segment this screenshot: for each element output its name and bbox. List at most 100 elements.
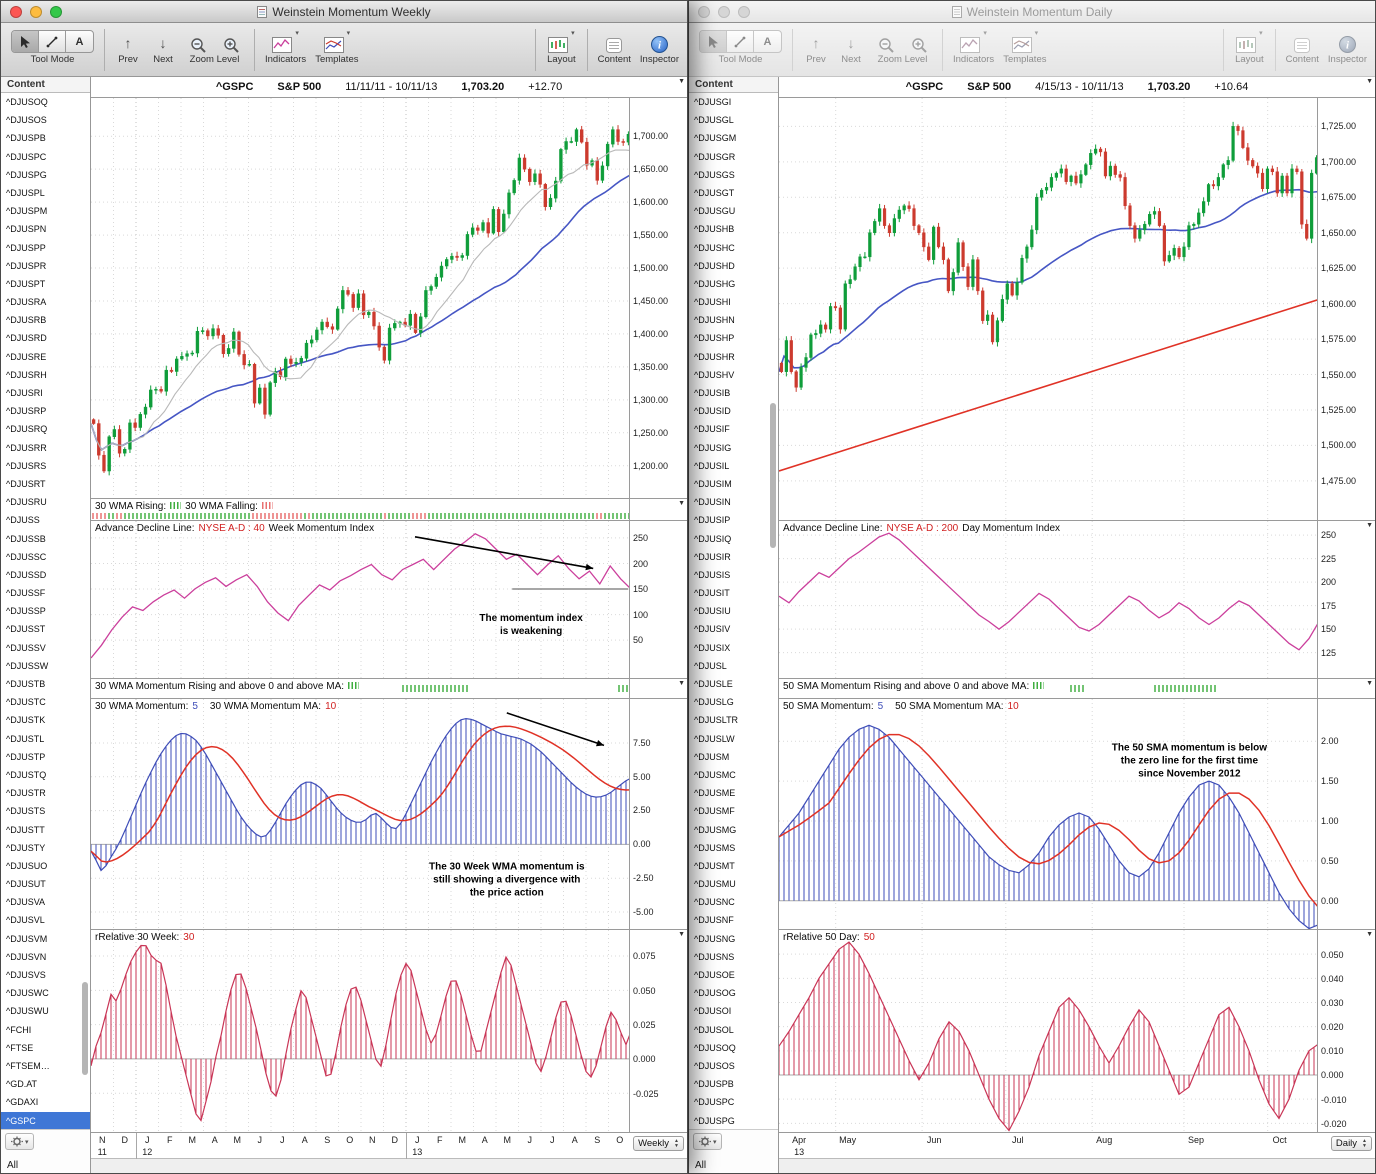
sidebar-scrollbar[interactable] (770, 93, 777, 1127)
next-button[interactable]: ↓ (838, 27, 864, 53)
sidebar-item[interactable]: ^GD.AT (6, 1079, 38, 1090)
sidebar-item[interactable]: ^DJUSMF (694, 806, 735, 817)
layout-button[interactable]: ▾ (546, 27, 577, 53)
content-button[interactable] (601, 27, 627, 53)
sidebar-item[interactable]: ^DJUSWC (6, 988, 49, 999)
sidebar-item[interactable]: ^DJUSRH (6, 369, 47, 380)
sidebar-item[interactable]: ^GSPC (1, 1111, 90, 1129)
sidebar-item[interactable]: ^DJUSRP (6, 406, 47, 417)
sidebar-item[interactable]: ^DJUSRD (6, 333, 47, 344)
sidebar-item[interactable]: ^DJUSTK (6, 715, 46, 726)
sidebar-item[interactable]: ^DJUSPG (694, 1115, 735, 1126)
sidebar-item[interactable]: ^DJUSIQ (694, 533, 732, 544)
sidebar-item[interactable]: ^DJUSPP (6, 242, 46, 253)
sidebar-item[interactable]: ^DJUSOG (694, 988, 736, 999)
sidebar-item[interactable]: ^DJUSOE (694, 970, 735, 980)
sidebar-item[interactable]: ^DJUSIX (694, 642, 731, 653)
sidebar-item[interactable]: ^DJUSME (694, 788, 736, 799)
sidebar-item[interactable]: ^DJUSLW (694, 733, 735, 744)
sidebar-item[interactable]: ^DJUSTY (6, 842, 46, 853)
sidebar-item[interactable]: ^DJUSVA (6, 897, 46, 908)
sidebar-item[interactable]: ^DJUSIP (694, 515, 731, 526)
sidebar-item[interactable]: ^DJUSGL (694, 115, 734, 126)
sidebar-item[interactable]: ^DJUSTL (6, 733, 45, 744)
sidebar-item[interactable]: ^DJUSWU (6, 1006, 49, 1017)
sidebar-item[interactable]: ^DJUSNG (694, 933, 736, 944)
sidebar-item[interactable]: ^DJUSRR (6, 442, 47, 453)
advance-decline-panel[interactable]: Advance Decline Line: NYSE A-D : 40 Week M… (91, 520, 687, 678)
sidebar-item[interactable]: ^DJUSNF (694, 915, 734, 926)
zoom-in-button[interactable] (218, 27, 244, 53)
sidebar-item[interactable]: ^DJUSHG (694, 278, 736, 289)
sidebar-item[interactable]: ^DJUSHV (694, 369, 735, 380)
sidebar-item[interactable]: ^DJUSRQ (6, 424, 48, 435)
zoom-out-button[interactable] (185, 27, 211, 53)
sidebar-item[interactable]: ^DJUSMU (694, 879, 736, 890)
sidebar-item[interactable]: ^DJUSTB (6, 679, 46, 689)
sidebar-item[interactable]: ^DJUSIV (694, 624, 731, 635)
indicators-button[interactable]: ▾ (958, 27, 989, 53)
wma-trend-strip[interactable]: 30 WMA Rising: 30 WMA Falling: ▼ (91, 498, 687, 521)
zoom-window-button[interactable] (50, 6, 62, 18)
sidebar-item[interactable]: ^DJUSHB (694, 224, 735, 235)
scrollbar-thumb[interactable] (82, 982, 88, 1076)
sidebar-item[interactable]: ^DJUSSW (6, 660, 49, 671)
scrollbar-thumb[interactable] (770, 403, 776, 548)
sidebar-item[interactable]: ^DJUSNS (694, 951, 735, 962)
sidebar-item[interactable]: ^DJUSOL (694, 1024, 734, 1035)
sidebar-item[interactable]: ^DJUSIG (694, 442, 732, 453)
sidebar-item[interactable]: ^DJUSGT (694, 187, 735, 198)
sidebar-item[interactable]: ^DJUSM (694, 751, 730, 762)
indicators-button[interactable]: ▾ (270, 27, 301, 53)
momentum-panel[interactable]: 50 SMA Momentum: 5 50 SMA Momentum MA: 10 2… (779, 697, 1375, 930)
sidebar-item[interactable]: ^DJUSNC (694, 897, 735, 908)
sidebar-item[interactable]: ^DJUSGM (694, 133, 737, 144)
sidebar-item[interactable]: ^DJUSPT (6, 278, 46, 289)
price-panel[interactable]: 1,700.00 1,650.00 1,600.00 1,550.00 1,500.00… (91, 97, 687, 499)
sidebar-item[interactable]: ^GDAXI (6, 1097, 39, 1108)
pointer-tool-button[interactable] (12, 31, 39, 52)
sidebar-item[interactable]: ^DJUSOS (694, 1060, 735, 1071)
panel-menu-arrow[interactable]: ▼ (1366, 522, 1373, 530)
zoom-out-button[interactable] (873, 27, 899, 53)
symbol-list[interactable]: ^DJUSOQ ^DJUSOS ^DJUSPB ^DJUSPC ^DJUSPG ^DJUS… (1, 93, 90, 1129)
sidebar-item[interactable]: ^DJUSIF (694, 424, 730, 435)
panel-menu-arrow[interactable]: ▼ (678, 931, 685, 939)
periodicity-selector[interactable]: Daily ▲ ▼ (1330, 1136, 1372, 1152)
periodicity-selector[interactable]: Weekly ▲ ▼ (633, 1136, 684, 1151)
text-tool-button[interactable]: A (66, 31, 93, 52)
pointer-tool-button[interactable] (700, 31, 727, 52)
titlebar[interactable]: Weinstein Momentum Daily (689, 1, 1375, 23)
sidebar-item[interactable]: ^DJUSIR (694, 551, 731, 562)
panel-menu-arrow[interactable]: ▼ (678, 500, 685, 508)
sidebar-item[interactable]: ^DJUSGR (694, 151, 736, 162)
panel-menu-arrow[interactable]: ▼ (1366, 679, 1373, 687)
sidebar-item[interactable]: ^DJUSHD (694, 260, 735, 271)
sidebar-item[interactable]: ^DJUSGU (694, 206, 736, 217)
sidebar-item[interactable]: ^DJUSL (694, 660, 727, 671)
panel-menu-arrow[interactable]: ▼ (1366, 931, 1373, 939)
sidebar-item[interactable]: ^DJUSTC (6, 697, 46, 708)
sidebar-item[interactable]: ^DJUSTQ (6, 769, 47, 780)
sidebar-item[interactable]: ^DJUSSD (6, 569, 47, 580)
panel-menu-arrow[interactable]: ▼ (1366, 78, 1373, 85)
sidebar-item[interactable]: ^DJUSPN (6, 224, 47, 235)
relative-strength-panel[interactable]: rRelative 30 Week: 30 0.075 0.050 0.025 0.00… (91, 929, 687, 1132)
sidebar-item[interactable]: ^DJUSPB (694, 1079, 734, 1090)
sidebar-item[interactable]: ^DJUSSB (6, 533, 46, 544)
sidebar-item[interactable]: ^DJUSGS (694, 169, 735, 180)
sidebar-item[interactable]: ^DJUSPB (6, 133, 46, 144)
momentum-panel[interactable]: 30 WMA Momentum: 5 30 WMA Momentum MA: 10 7… (91, 697, 687, 930)
templates-button[interactable]: ▾ (1010, 27, 1041, 53)
advance-decline-panel[interactable]: Advance Decline Line: NYSE A-D : 200 Day M… (779, 520, 1375, 678)
close-button[interactable] (698, 6, 710, 18)
sidebar-item[interactable]: ^DJUSID (694, 406, 731, 417)
sidebar-item[interactable]: ^DJUSLTR (694, 715, 739, 726)
minimize-button[interactable] (30, 6, 42, 18)
action-gear-button[interactable]: ▾ (693, 1133, 722, 1150)
sidebar-item[interactable]: ^DJUSMT (694, 860, 735, 871)
zoom-in-button[interactable] (906, 27, 932, 53)
sidebar-item[interactable]: ^DJUSMS (694, 842, 736, 853)
sidebar-item[interactable]: ^DJUSPG (6, 169, 47, 180)
sidebar-item[interactable]: ^DJUSIT (694, 588, 730, 599)
